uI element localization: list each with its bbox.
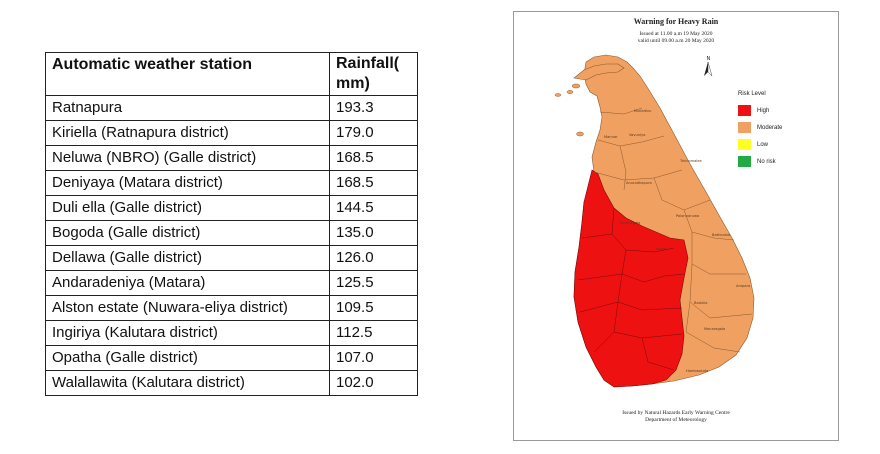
table-header-row: Automatic weather station Rainfall( mm) — [45, 52, 418, 96]
district-label: Ampara — [736, 284, 750, 288]
legend-title: Risk Level — [738, 91, 766, 97]
station-cell: Walallawita (Kalutara district) — [45, 370, 330, 396]
legend-swatch-low — [738, 139, 751, 150]
district-label: Anuradhapura — [626, 181, 652, 185]
high-risk-region — [573, 169, 689, 388]
district-label: Mullaitivu — [634, 109, 651, 113]
district-label: Batticaloa — [712, 233, 730, 237]
station-cell: Neluwa (NBRO) (Galle district) — [45, 145, 330, 171]
station-cell: Ingiriya (Kalutara district) — [45, 320, 330, 346]
map-footer-issuer: Issued by Natural Hazards Early Warning … — [622, 410, 730, 416]
rainfall-cell: 168.5 — [329, 170, 418, 196]
jaffna-peninsula — [573, 63, 625, 81]
district-label: Hambantota — [686, 369, 708, 373]
table-row: Opatha (Galle district) 107.0 — [45, 345, 418, 371]
legend-label: Low — [757, 141, 769, 148]
legend-swatch-moderate — [738, 122, 751, 133]
table-row: Dellawa (Galle district) 126.0 — [45, 245, 418, 271]
district-label: Kurunegala — [620, 221, 640, 225]
table-row: Kiriella (Ratnapura district) 179.0 — [45, 120, 418, 146]
rainfall-table: Automatic weather station Rainfall( mm) … — [45, 52, 418, 396]
map-issued-time: Issued at 11.00 a.m 19 May 2020 — [639, 31, 713, 37]
district-label: Monaragala — [704, 327, 725, 331]
table-row: Alston estate (Nuwara-eliya district) 10… — [45, 295, 418, 321]
north-label: N — [707, 56, 711, 62]
table-row: Ratnapura 193.3 — [45, 95, 418, 121]
map-title: Warning for Heavy Rain — [633, 17, 719, 26]
district-label: Vavuniya — [629, 133, 645, 137]
island — [576, 131, 584, 137]
table-row: Bogoda (Galle district) 135.0 — [45, 220, 418, 246]
district-label: Polonnaruwa — [676, 214, 699, 218]
table-row: Neluwa (NBRO) (Galle district) 168.5 — [45, 145, 418, 171]
map-footer-department: Department of Meteorology — [645, 417, 707, 423]
map-legend: Risk Level High Moderate Low No risk — [738, 91, 782, 170]
district-label: Mannar — [604, 135, 618, 139]
rain-warning-map: Warning for Heavy Rain Issued at 11.00 a… — [513, 11, 839, 441]
legend-swatch-no-risk — [738, 156, 751, 167]
legend-item-moderate: Moderate — [738, 119, 782, 136]
district-boundaries-high — [577, 207, 685, 371]
legend-item-high: High — [738, 102, 782, 119]
header-station: Automatic weather station — [45, 52, 330, 96]
station-cell: Andaradeniya (Matara) — [45, 270, 330, 296]
station-cell: Duli ella (Galle district) — [45, 195, 330, 221]
station-cell: Dellawa (Galle district) — [45, 245, 330, 271]
district-label: Badulla — [694, 301, 707, 305]
district-boundaries — [593, 107, 753, 353]
legend-label: No risk — [757, 158, 776, 165]
station-cell: Bogoda (Galle district) — [45, 220, 330, 246]
map-valid-time: valid until 09.00 a.m 20 May 2020 — [637, 38, 715, 44]
legend-item-low: Low — [738, 136, 782, 153]
table-row: Walallawita (Kalutara district) 102.0 — [45, 370, 418, 396]
station-cell: Alston estate (Nuwara-eliya district) — [45, 295, 330, 321]
district-label: Trincomalee — [679, 159, 703, 163]
table-row: Ingiriya (Kalutara district) 112.5 — [45, 320, 418, 346]
rainfall-cell: 135.0 — [329, 220, 418, 246]
station-cell: Deniyaya (Matara district) — [45, 170, 330, 196]
rainfall-cell: 102.0 — [329, 370, 418, 396]
header-rainfall: Rainfall( mm) — [329, 52, 418, 96]
rainfall-cell: 126.0 — [329, 245, 418, 271]
station-cell: Opatha (Galle district) — [45, 345, 330, 371]
rainfall-cell: 179.0 — [329, 120, 418, 146]
island — [571, 83, 581, 89]
rainfall-cell: 168.5 — [329, 145, 418, 171]
rainfall-cell: 144.5 — [329, 195, 418, 221]
rainfall-cell: 193.3 — [329, 95, 418, 121]
legend-label: High — [757, 107, 770, 114]
station-cell: Ratnapura — [45, 95, 330, 121]
rainfall-cell: 109.5 — [329, 295, 418, 321]
table-row: Andaradeniya (Matara) 125.5 — [45, 270, 418, 296]
table-row: Deniyaya (Matara district) 168.5 — [45, 170, 418, 196]
sri-lanka-map: Mullaitivu Vavuniya Mannar Trincomalee A… — [554, 54, 755, 388]
rainfall-cell: 107.0 — [329, 345, 418, 371]
legend-swatch-high — [738, 105, 751, 116]
rainfall-cell: 112.5 — [329, 320, 418, 346]
legend-label: Moderate — [757, 124, 783, 131]
table-row: Duli ella (Galle district) 144.5 — [45, 195, 418, 221]
legend-item-no-risk: No risk — [738, 153, 782, 170]
station-cell: Kiriella (Ratnapura district) — [45, 120, 330, 146]
rainfall-cell: 125.5 — [329, 270, 418, 296]
north-arrow-icon: N — [704, 56, 713, 77]
island — [566, 90, 574, 94]
island — [554, 93, 562, 97]
district-label: Kandy — [656, 247, 668, 251]
